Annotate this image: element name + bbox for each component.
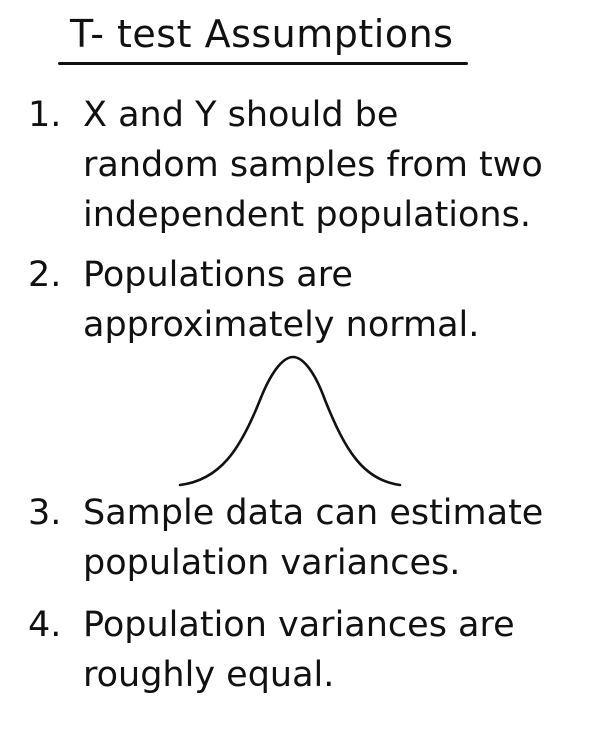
assumption-3-line-2: population variances. — [83, 543, 461, 583]
assumption-1-line-2: random samples from two — [83, 145, 543, 185]
assumption-1-number: 1. — [28, 95, 62, 135]
assumption-4-line-1: Population variances are — [83, 605, 515, 645]
assumption-3-line-1: Sample data can estimate — [83, 493, 544, 533]
assumption-2-number: 2. — [28, 255, 62, 295]
title-underline — [58, 62, 468, 65]
assumption-2-line-2: approximately normal. — [83, 305, 480, 345]
assumption-4-line-2: roughly equal. — [83, 655, 335, 695]
assumption-1-line-1: X and Y should be — [83, 95, 399, 135]
assumption-1-line-3: independent populations. — [83, 195, 531, 235]
page-title: T- test Assumptions — [70, 12, 454, 56]
assumption-4-number: 4. — [28, 605, 62, 645]
bell-curve-icon — [178, 355, 402, 487]
assumption-3-number: 3. — [28, 493, 62, 533]
assumption-2-line-1: Populations are — [83, 255, 353, 295]
